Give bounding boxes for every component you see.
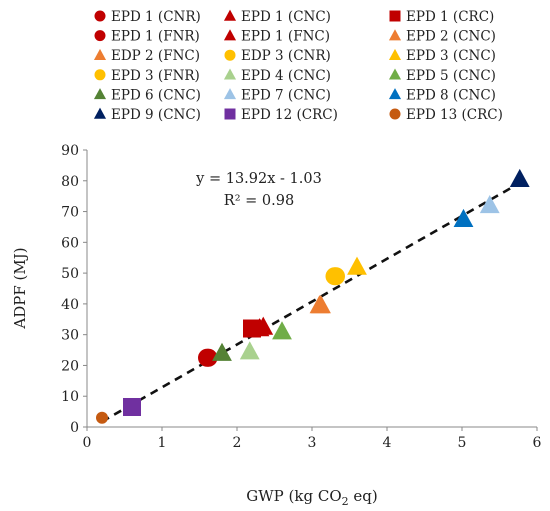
x-tick-label: 3 xyxy=(308,435,317,451)
legend-marker xyxy=(223,29,237,41)
legend-marker xyxy=(94,30,106,42)
data-points xyxy=(96,168,530,424)
x-tick-label: 1 xyxy=(158,435,167,451)
legend-label: EPD 4 (CNC) xyxy=(241,68,331,84)
legend-marker xyxy=(94,69,106,81)
legend-label: EPD 3 (FNR) xyxy=(111,68,200,84)
y-tick-label: 0 xyxy=(70,420,79,436)
data-point xyxy=(453,208,474,228)
x-axis-title-suffix: eq) xyxy=(349,487,378,505)
legend-marker xyxy=(388,88,402,100)
data-point xyxy=(347,256,367,275)
y-tick-label: 60 xyxy=(61,235,79,251)
legend-marker xyxy=(94,10,106,22)
legend-marker xyxy=(223,9,237,21)
y-tick-label: 10 xyxy=(61,389,79,405)
legend-label: EPD 3 (CNC) xyxy=(406,48,496,64)
data-point xyxy=(272,321,292,340)
legend-label: EPD 1 (CNR) xyxy=(111,9,201,25)
trendline-group xyxy=(101,182,519,423)
data-point xyxy=(96,411,108,424)
legend-marker xyxy=(388,48,402,60)
data-point xyxy=(509,168,530,188)
y-tick-label: 30 xyxy=(61,328,79,344)
legend-label: EPD 12 (CRC) xyxy=(241,107,338,123)
legend-label: EDP 3 (CNR) xyxy=(241,48,331,64)
legend-marker xyxy=(93,48,107,60)
legend-label: EPD 8 (CNC) xyxy=(406,87,496,103)
data-point xyxy=(309,295,330,314)
x-tick-label: 6 xyxy=(533,435,542,451)
legend-label: EPD 9 (CNC) xyxy=(111,107,201,123)
x-axis-title-subscript: 2 xyxy=(342,495,349,508)
y-tick-label: 20 xyxy=(61,358,79,374)
legend-marker xyxy=(224,49,236,61)
legend-marker xyxy=(388,29,402,41)
x-tick-label: 4 xyxy=(383,435,392,451)
x-axis-title-prefix: GWP (kg CO xyxy=(246,487,341,505)
data-point xyxy=(253,316,274,335)
axes: 0 10 20 30 40 50 60 70 80 90 0 1 2 3 4 5 6 xyxy=(61,143,541,451)
legend-label: EPD 1 (CNC) xyxy=(241,9,331,25)
legend: EPD 1 (CNR) EPD 1 (CNC) EPD 1 (CRC) EPD 1 (… xyxy=(93,9,503,123)
legend-marker xyxy=(224,108,236,120)
y-tick-label: 80 xyxy=(61,174,79,190)
legend-label: EPD 5 (CNC) xyxy=(406,68,496,84)
legend-marker xyxy=(223,68,237,80)
legend-label: EDP 2 (FNC) xyxy=(111,48,200,64)
data-point xyxy=(199,348,218,367)
x-tick-label: 2 xyxy=(233,435,242,451)
y-tick-label: 40 xyxy=(61,297,79,313)
legend-marker xyxy=(389,108,401,120)
legend-label: EPD 1 (FNR) xyxy=(111,29,200,45)
x-axis-title: GWP (kg CO2 eq) xyxy=(246,487,377,508)
y-tick-label: 90 xyxy=(61,143,79,159)
legend-label: EPD 7 (CNC) xyxy=(241,87,331,103)
legend-label: EPD 1 (FNC) xyxy=(241,29,330,45)
trendline-r-squared: R² = 0.98 xyxy=(224,193,294,209)
x-tick-label: 5 xyxy=(458,435,467,451)
legend-label: EPD 13 (CRC) xyxy=(406,107,503,123)
data-point xyxy=(123,397,141,416)
trendline xyxy=(101,182,519,423)
y-axis-title: ADPF (MJ) xyxy=(11,247,29,329)
y-tick-label: 50 xyxy=(61,266,79,282)
data-point xyxy=(479,195,500,214)
data-point xyxy=(212,342,232,361)
legend-label: EPD 2 (CNC) xyxy=(406,29,496,45)
x-tick-label: 0 xyxy=(83,435,92,451)
data-point xyxy=(327,267,345,286)
data-point xyxy=(239,341,260,360)
legend-label: EPD 6 (CNC) xyxy=(111,87,201,103)
legend-marker xyxy=(93,107,107,119)
y-tick-label: 70 xyxy=(61,205,79,221)
legend-marker xyxy=(389,10,401,22)
legend-label: EPD 1 (CRC) xyxy=(406,9,494,25)
legend-marker xyxy=(388,68,402,80)
trendline-equation: y = 13.92x - 1.03 xyxy=(195,171,322,187)
legend-marker xyxy=(223,88,237,100)
legend-marker xyxy=(93,88,107,100)
